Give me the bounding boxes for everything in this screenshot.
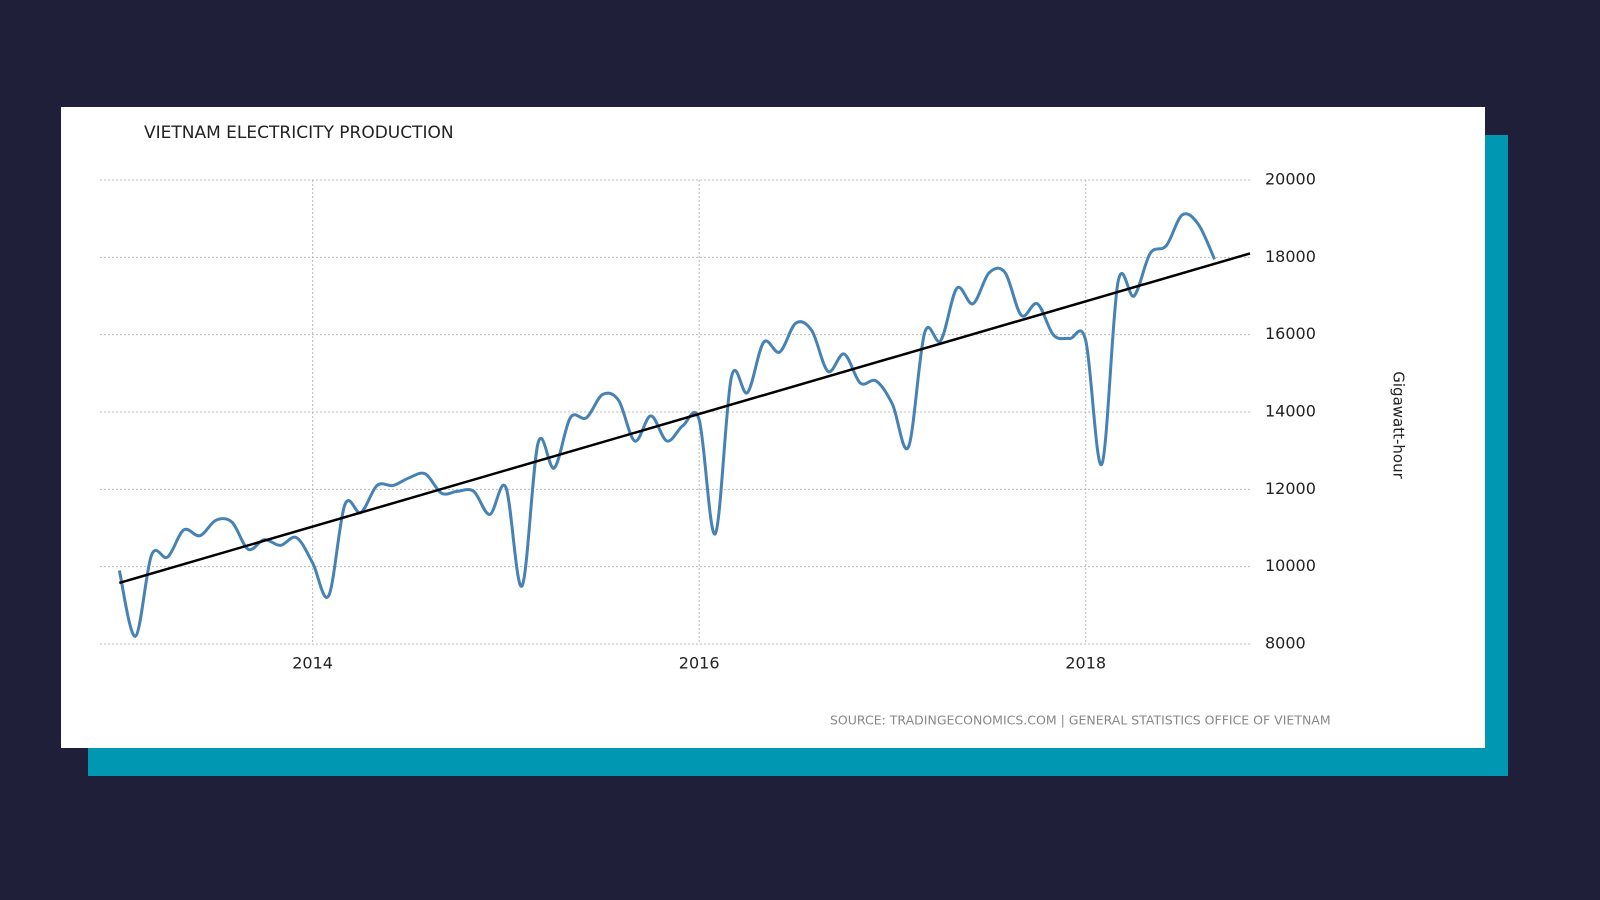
y-tick-label: 12000 <box>1265 479 1316 498</box>
y-tick-label: 20000 <box>1265 170 1316 189</box>
y-axis-title: Gigawatt-hour <box>1390 371 1408 479</box>
y-tick-label: 10000 <box>1265 556 1316 575</box>
data-line <box>117 212 1216 638</box>
y-tick-label: 16000 <box>1265 324 1316 343</box>
chart-card <box>61 107 1485 748</box>
trend-line <box>118 252 1251 585</box>
x-tick-label: 2014 <box>292 654 333 673</box>
y-tick-label: 14000 <box>1265 402 1316 421</box>
source-note: SOURCE: TRADINGECONOMICS.COM | GENERAL S… <box>830 713 1331 728</box>
y-tick-label: 18000 <box>1265 247 1316 266</box>
y-tick-label: 8000 <box>1265 634 1306 653</box>
x-tick-label: 2018 <box>1065 654 1106 673</box>
chart-title: VIETNAM ELECTRICITY PRODUCTION <box>144 123 454 143</box>
x-tick-label: 2016 <box>679 654 720 673</box>
